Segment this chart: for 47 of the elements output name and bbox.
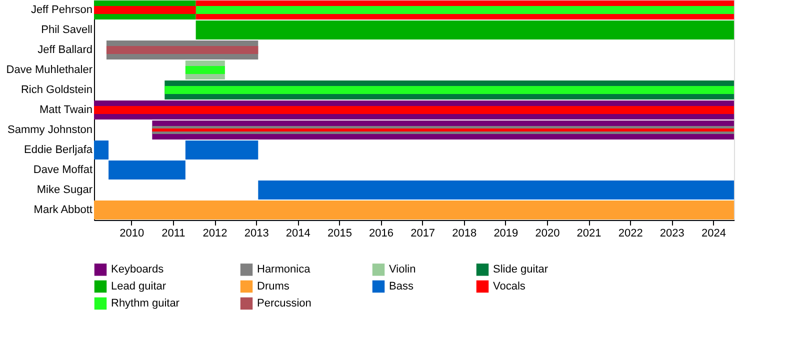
legend-label: Drums bbox=[257, 280, 290, 292]
x-tick-label: 2024 bbox=[701, 228, 726, 240]
bar bbox=[185, 140, 258, 160]
y-tick-label: Mark Abbott bbox=[34, 204, 92, 216]
bar bbox=[196, 6, 734, 14]
x-tick-label: 2021 bbox=[576, 228, 602, 240]
legend-label: Percussion bbox=[257, 298, 312, 310]
legend-label: Vocals bbox=[493, 280, 526, 292]
bar bbox=[94, 140, 109, 160]
x-tick-label: 2022 bbox=[618, 228, 643, 240]
legend-label: Rhythm guitar bbox=[111, 298, 180, 310]
x-tick-label: 2014 bbox=[286, 228, 310, 240]
y-tick-label: Eddie Berljafa bbox=[24, 144, 94, 156]
y-tick-label: Mike Sugar bbox=[36, 184, 93, 196]
legend-label: Bass bbox=[389, 280, 414, 292]
x-tick-label: 2015 bbox=[327, 228, 352, 240]
legend-label: Slide guitar bbox=[493, 264, 548, 276]
x-tick-label: 2013 bbox=[244, 228, 269, 240]
bar bbox=[94, 6, 196, 14]
y-tick-label: Rich Goldstein bbox=[20, 84, 92, 96]
y-tick-label: Matt Twain bbox=[40, 104, 92, 116]
bar bbox=[108, 160, 186, 180]
bar bbox=[94, 106, 734, 114]
y-tick-label: Phil Savell bbox=[41, 24, 92, 36]
legend-label: Keyboards bbox=[111, 264, 164, 276]
x-tick-label: 2011 bbox=[162, 228, 186, 240]
bar bbox=[185, 66, 225, 74]
x-tick-label: 2019 bbox=[494, 228, 518, 240]
legend-label: Harmonica bbox=[257, 264, 312, 276]
y-tick-label: Jeff Ballard bbox=[38, 44, 92, 56]
bar bbox=[258, 180, 734, 200]
bar bbox=[106, 46, 258, 54]
bar bbox=[164, 86, 734, 94]
x-tick-label: 2020 bbox=[535, 228, 560, 240]
x-tick-label: 2017 bbox=[410, 228, 436, 240]
legend-label: Violin bbox=[389, 264, 416, 276]
y-tick-label: Dave Muhlethaler bbox=[6, 64, 93, 76]
x-tick-label: 2023 bbox=[660, 228, 684, 240]
bar bbox=[196, 20, 734, 40]
y-tick-label: Dave Moffat bbox=[33, 164, 92, 176]
y-tick-label: Jeff Pehrson bbox=[30, 4, 92, 16]
y-tick-label: Sammy Johnston bbox=[8, 124, 92, 136]
x-tick-label: 2012 bbox=[202, 228, 228, 240]
x-tick-label: 2018 bbox=[452, 228, 477, 240]
x-tick-label: 2010 bbox=[120, 228, 144, 240]
x-tick-label: 2016 bbox=[369, 228, 394, 240]
legend-label: Lead guitar bbox=[111, 280, 166, 292]
